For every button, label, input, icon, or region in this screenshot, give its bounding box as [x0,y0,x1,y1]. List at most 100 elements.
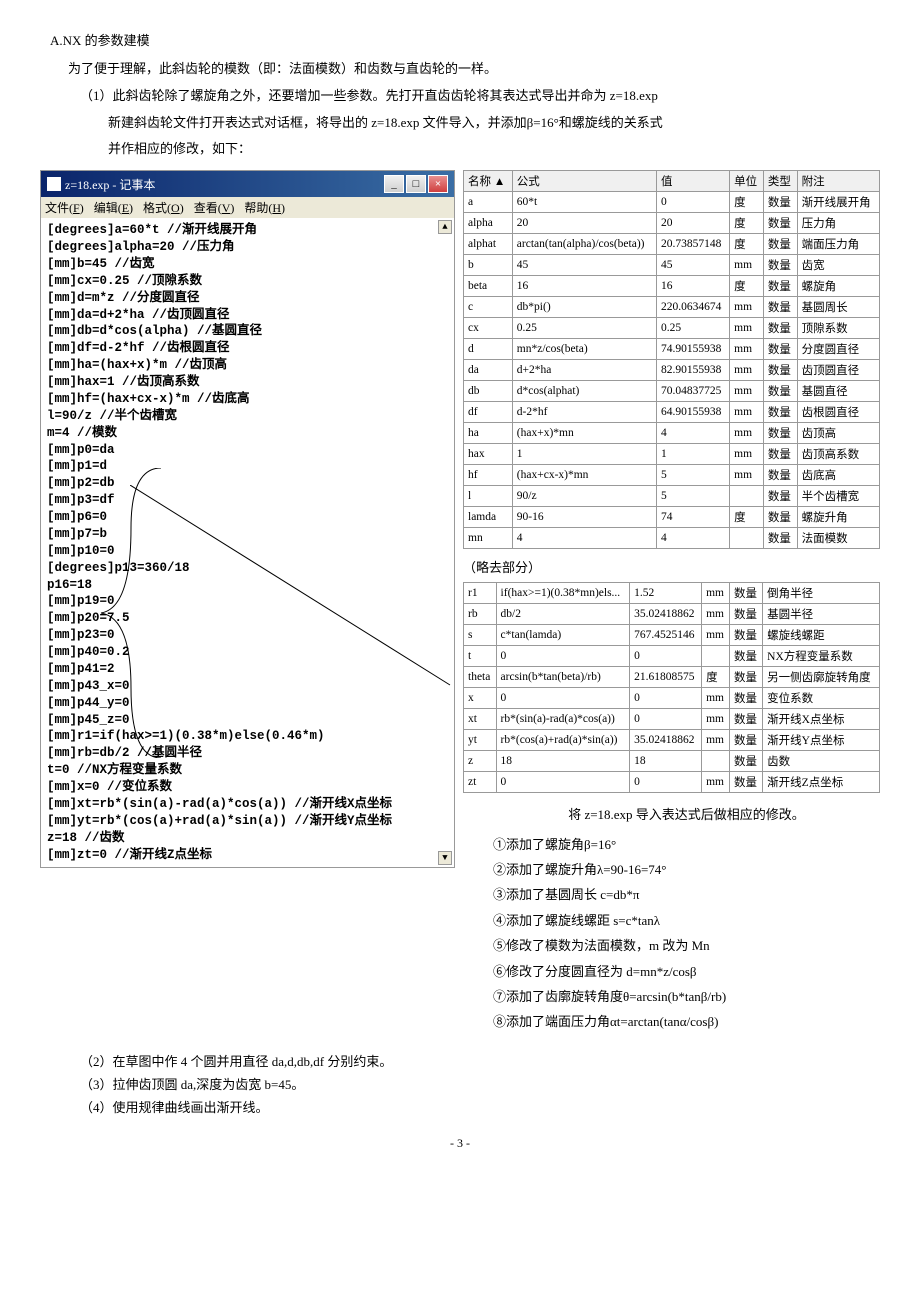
table-cell: mm [702,604,730,625]
table-cell: 法面模数 [797,528,879,549]
table-row: xtrb*(sin(a)-rad(a)*cos(a))0mm数量渐开线X点坐标 [464,709,880,730]
table-cell: 0 [496,646,630,667]
notepad-titlebar: z=18.exp - 记事本 _ □ × [41,171,454,197]
table-cell: 74.90155938 [657,339,730,360]
table-cell: 数量 [763,276,797,297]
table-header[interactable]: 值 [657,171,730,192]
code-line: [mm]p3=df [47,492,448,509]
table-cell: 5 [657,465,730,486]
notepad-body: ▲ ▼ [degrees]a=60*t //渐开线展开角[degrees]alp… [41,218,454,867]
step-item: （3）拉伸齿顶圆 da,深度为齿宽 b=45。 [80,1073,880,1096]
minimize-button[interactable]: _ [384,175,404,193]
table-cell: 18 [496,751,630,772]
table-cell: a [464,192,513,213]
table-row: dmn*z/cos(beta)74.90155938mm数量分度圆直径 [464,339,880,360]
table-cell: 倒角半径 [763,583,880,604]
table-cell: 压力角 [797,213,879,234]
table-cell: 0 [496,772,630,793]
table-row: thetaarcsin(b*tan(beta)/rb)21.61808575度数… [464,667,880,688]
table-cell: mn [464,528,513,549]
table-cell: 数量 [763,297,797,318]
table-header[interactable]: 附注 [797,171,879,192]
table-cell: 齿顶高系数 [797,444,879,465]
table-cell: mm [730,444,764,465]
table-cell: 35.02418862 [630,604,702,625]
table-cell: 数量 [729,730,762,751]
table-row: hf(hax+cx-x)*mn5mm数量齿底高 [464,465,880,486]
table-cell: 顶隙系数 [797,318,879,339]
table-cell: alpha [464,213,513,234]
table-cell: 16 [512,276,656,297]
table-cell: 74 [657,507,730,528]
table-cell: 基圆半径 [763,604,880,625]
table-cell: mm [702,709,730,730]
bottom-steps: （2）在草图中作 4 个圆并用直径 da,d,db,df 分别约束。（3）拉伸齿… [80,1050,880,1120]
code-line: l=90/z //半个齿槽宽 [47,408,448,425]
table-row: a60*t0度数量渐开线展开角 [464,192,880,213]
table-row: sc*tan(lamda)767.4525146mm数量螺旋线螺距 [464,625,880,646]
table-cell: 64.90155938 [657,402,730,423]
note-item: ①添加了螺旋角β=16° [493,833,880,856]
table-cell: 数量 [763,402,797,423]
table-cell: 数量 [763,465,797,486]
code-line: [mm]zt=0 //渐开线Z点坐标 [47,847,448,864]
table-cell: 35.02418862 [630,730,702,751]
table-cell: NX方程变量系数 [763,646,880,667]
code-line: [mm]p6=0 [47,509,448,526]
table-cell: 度 [730,192,764,213]
table-cell: rb [464,604,497,625]
table-cell: (hax+x)*mn [512,423,656,444]
table-cell: 渐开线X点坐标 [763,709,880,730]
table-row: z1818数量齿数 [464,751,880,772]
table-cell: 数量 [763,234,797,255]
table-cell: 0.25 [657,318,730,339]
code-line: [mm]p20=7.5 [47,610,448,627]
table-cell: 4 [512,528,656,549]
table-cell: 0 [657,192,730,213]
code-line: [mm]da=d+2*ha //齿顶圆直径 [47,307,448,324]
table-cell: 螺旋升角 [797,507,879,528]
table-header[interactable]: 公式 [512,171,656,192]
table-row: hax11mm数量齿顶高系数 [464,444,880,465]
table-cell: 1.52 [630,583,702,604]
table-header[interactable]: 名称 ▲ [464,171,513,192]
code-line: [mm]x=0 //变位系数 [47,779,448,796]
table-row: dbd*cos(alphat)70.04837725mm数量基圆直径 [464,381,880,402]
table-cell: zt [464,772,497,793]
table-cell: 数量 [763,528,797,549]
code-line: [mm]p45_z=0 [47,712,448,729]
note-item: ⑧添加了端面压力角αt=arctan(tanα/cosβ) [493,1010,880,1033]
table-cell: 60*t [512,192,656,213]
notepad-menubar[interactable]: 文件(F)编辑(E)格式(O)查看(V)帮助(H) [41,197,454,218]
table-cell: if(hax>=1)(0.38*mn)els... [496,583,630,604]
intro-para: 为了便于理解，此斜齿轮的模数（即：法面模数）和齿数与直齿轮的一样。 [68,59,880,80]
code-line: z=18 //齿数 [47,830,448,847]
maximize-button[interactable]: □ [406,175,426,193]
note-item: ⑤修改了模数为法面模数，m 改为 Mn [493,934,880,957]
table-cell: d*cos(alphat) [512,381,656,402]
code-line: [mm]p40=0.2 [47,644,448,661]
code-line: [mm]p10=0 [47,543,448,560]
param-table-1: 名称 ▲公式值单位类型附注 a60*t0度数量渐开线展开角alpha2020度数… [463,170,880,549]
table-cell: 分度圆直径 [797,339,879,360]
table-cell: 21.61808575 [630,667,702,688]
table-cell: mm [730,465,764,486]
table-cell: 16 [657,276,730,297]
close-button[interactable]: × [428,175,448,193]
scroll-down-icon[interactable]: ▼ [438,851,452,865]
table-cell: 齿顶圆直径 [797,360,879,381]
table-cell: 5 [657,486,730,507]
table-cell: mm [702,730,730,751]
table-cell: d [464,339,513,360]
table-cell: 渐开线展开角 [797,192,879,213]
scroll-up-icon[interactable]: ▲ [438,220,452,234]
table-header[interactable]: 单位 [730,171,764,192]
code-line: [mm]yt=rb*(cos(a)+rad(a)*sin(a)) //渐开线Y点… [47,813,448,830]
table-cell: 0 [630,688,702,709]
code-line: t=0 //NX方程变量系数 [47,762,448,779]
step1-c: 并作相应的修改，如下： [108,139,880,160]
page-number: - 3 - [40,1136,880,1151]
table-header[interactable]: 类型 [763,171,797,192]
table-row: rbdb/235.02418862mm数量基圆半径 [464,604,880,625]
table-cell: beta [464,276,513,297]
